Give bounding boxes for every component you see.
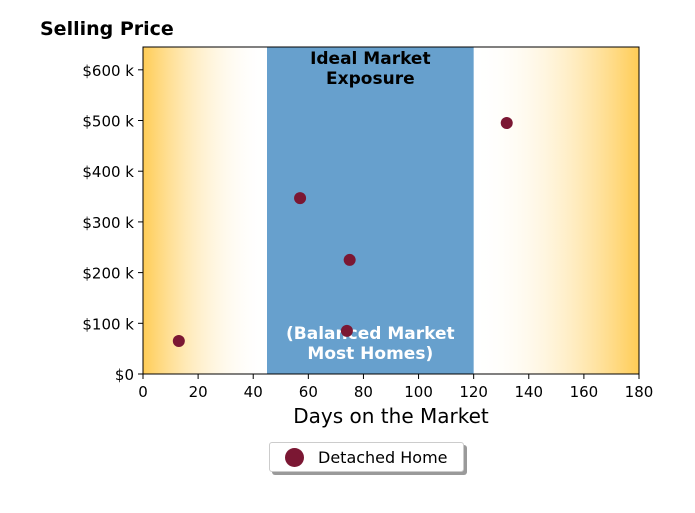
y-tick-label: $200 k	[82, 265, 134, 283]
band-label-line: Most Homes)	[307, 344, 433, 364]
legend-marker	[285, 447, 304, 467]
left-gradient-region	[143, 47, 267, 374]
data-point	[340, 324, 353, 337]
y-tick-label: $100 k	[82, 315, 134, 333]
x-tick-label: 80	[354, 383, 373, 401]
plot-frame	[142, 46, 640, 375]
band-bottom-label: (Balanced Market Most Homes)	[286, 324, 455, 364]
data-point	[500, 117, 513, 130]
x-axis: 0 20 40 60 80 100 120 140 160 180	[138, 374, 653, 401]
data-points	[172, 117, 513, 348]
band-top-label: Ideal Market Exposure	[310, 49, 431, 89]
y-tick-label: $500 k	[82, 113, 134, 131]
y-tick-label: $300 k	[82, 214, 134, 232]
legend: Detached Home	[269, 442, 464, 472]
right-gradient-region	[473, 47, 639, 374]
data-point	[294, 192, 307, 205]
plot-area: Ideal Market Exposure (Balanced Market Mos…	[142, 46, 640, 375]
x-tick-label: 20	[189, 383, 208, 401]
x-tick-label: 60	[299, 383, 318, 401]
y-tick-label: $0	[115, 366, 134, 384]
x-tick-label: 100	[404, 383, 433, 401]
x-tick-label: 0	[138, 383, 148, 401]
x-tick-label: 140	[514, 383, 543, 401]
data-point	[172, 335, 185, 348]
y-tick-label: $400 k	[82, 163, 134, 181]
x-axis-label: Days on the Market	[293, 404, 489, 428]
band-label-line: Exposure	[326, 69, 415, 89]
ideal-exposure-band	[267, 47, 474, 374]
x-tick-label: 180	[625, 383, 654, 401]
legend-label: Detached Home	[318, 447, 448, 467]
data-point	[343, 253, 356, 266]
y-tick-label: $600 k	[82, 62, 134, 80]
band-label-line: (Balanced Market	[286, 324, 455, 344]
chart-title: Selling Price	[40, 18, 174, 40]
x-tick-label: 40	[244, 383, 263, 401]
y-axis: $0 $100 k $200 k $300 k $400 k $500 k $600 k	[82, 62, 143, 384]
x-tick-label: 160	[570, 383, 599, 401]
x-tick-label: 120	[459, 383, 488, 401]
band-label-line: Ideal Market	[310, 49, 431, 69]
